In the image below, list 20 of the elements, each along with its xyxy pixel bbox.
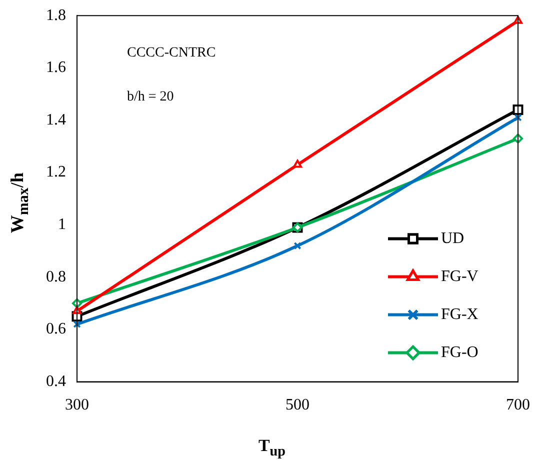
x-tick-label: 300 — [65, 396, 89, 414]
legend-label: FG-X — [441, 306, 479, 324]
x-tick-label: 500 — [286, 396, 310, 414]
y-tick-label: 1.2 — [46, 164, 66, 181]
legend-label: FG-V — [441, 268, 479, 286]
legend-label: UD — [441, 230, 464, 248]
y-tick-label: 0.6 — [46, 320, 66, 338]
legend-label: FG-O — [441, 344, 478, 362]
y-tick-label: 1.4 — [46, 111, 66, 128]
annotation: b/h = 20 — [127, 89, 174, 104]
y-tick-label: 1.8 — [46, 6, 66, 24]
y-tick-label: 0.4 — [46, 373, 66, 390]
point — [294, 242, 302, 250]
annotation: CCCC-CNTRC — [127, 45, 216, 60]
x-axis-title: T$_{up}$ — [257, 436, 287, 460]
y-tick-label: 0.8 — [46, 268, 66, 286]
y-tick-label: 1 — [58, 216, 66, 234]
x-tick-label: 700 — [506, 396, 530, 414]
y-tick-label: 1.6 — [46, 59, 66, 76]
point — [73, 320, 81, 328]
